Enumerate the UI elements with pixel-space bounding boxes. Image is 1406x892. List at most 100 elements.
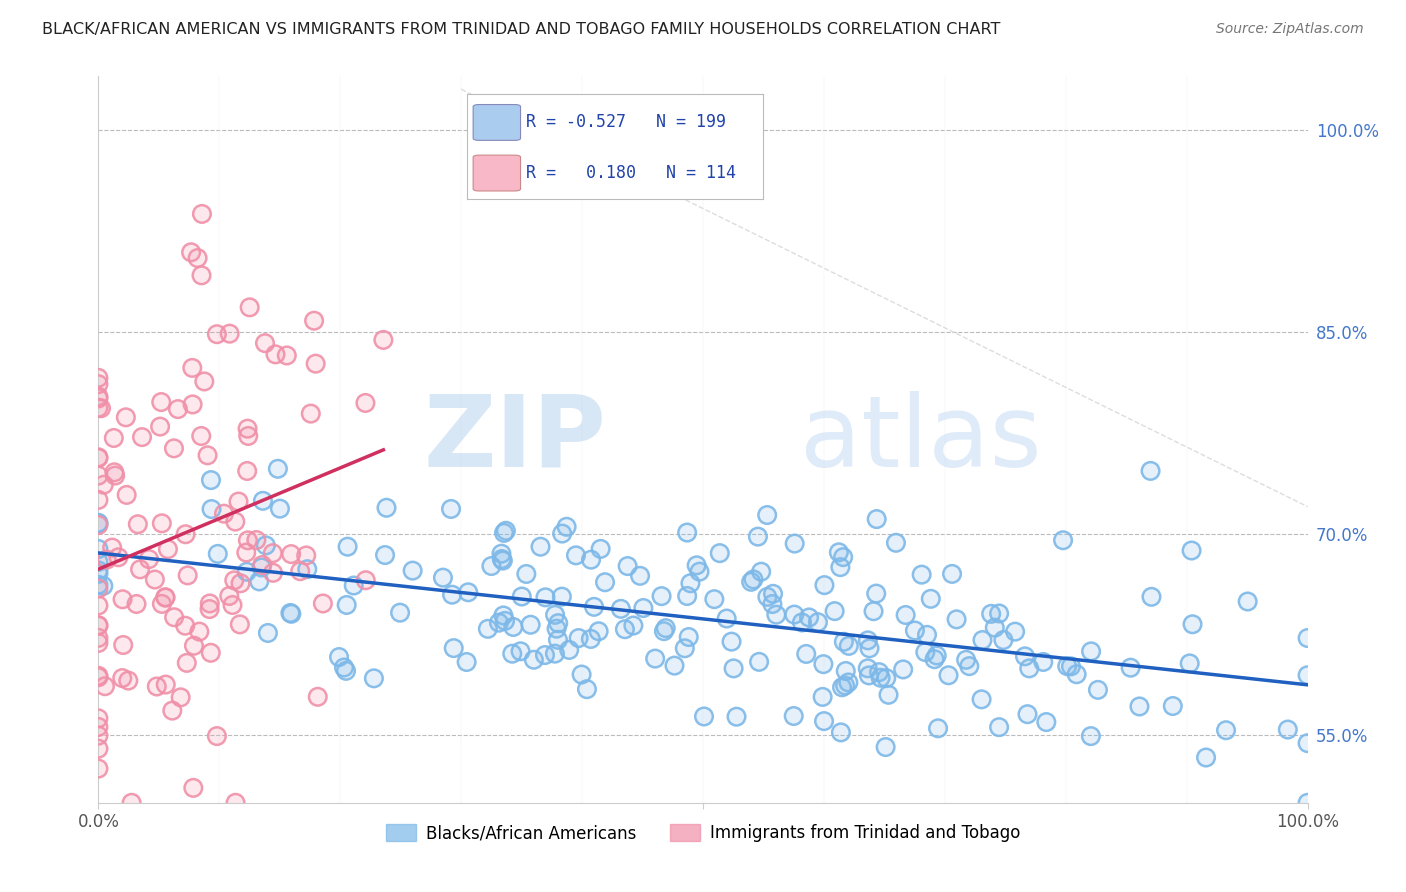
Point [610, 602, 633, 616]
Point [87, 636, 110, 650]
Point [150, 395, 173, 409]
Point [193, 375, 215, 389]
Point [492, 608, 515, 623]
Point [1018, 661, 1040, 675]
Point [519, 617, 541, 632]
Point [756, 508, 779, 522]
Point [945, 612, 967, 626]
Point [190, 268, 212, 283]
Point [111, 592, 134, 607]
Point [87, 542, 110, 557]
Point [299, 407, 322, 421]
Point [529, 540, 551, 554]
Point [87, 401, 110, 415]
Text: ZIP: ZIP [423, 391, 606, 488]
Point [111, 592, 134, 607]
Point [163, 442, 186, 456]
Point [238, 429, 260, 443]
Point [813, 714, 835, 728]
Point [832, 634, 855, 648]
Point [783, 709, 806, 723]
Point [790, 615, 813, 630]
Point [915, 628, 938, 642]
Point [832, 634, 855, 648]
Point [354, 396, 377, 410]
Point [87, 670, 110, 684]
Point [198, 597, 221, 611]
Point [651, 589, 673, 603]
Point [276, 348, 298, 362]
Point [117, 673, 139, 688]
Point [1032, 655, 1054, 669]
Point [589, 541, 612, 556]
Point [723, 661, 745, 675]
Point [797, 610, 820, 624]
Point [229, 576, 252, 591]
Point [664, 658, 686, 673]
Point [295, 549, 318, 563]
Point [1017, 707, 1039, 722]
Point [984, 621, 1007, 635]
Point [401, 564, 423, 578]
Point [441, 588, 464, 602]
Point [87, 371, 110, 385]
Point [302, 314, 325, 328]
Point [1140, 590, 1163, 604]
Point [229, 617, 252, 632]
Point [1017, 707, 1039, 722]
Point [155, 591, 177, 605]
Point [515, 566, 537, 581]
Point [235, 545, 257, 559]
Point [689, 565, 711, 579]
Point [87, 582, 110, 596]
Point [837, 675, 859, 690]
Point [333, 660, 356, 674]
Point [224, 515, 246, 529]
Point [492, 553, 515, 567]
Point [146, 680, 169, 694]
Point [834, 678, 856, 692]
Point [865, 586, 887, 600]
Point [87, 729, 110, 743]
Point [138, 552, 160, 566]
Point [492, 608, 515, 623]
Point [131, 430, 153, 444]
Point [633, 601, 655, 615]
Point [87, 670, 110, 684]
Point [742, 573, 765, 587]
Point [207, 547, 229, 561]
Point [280, 606, 302, 620]
Point [176, 568, 198, 582]
Point [121, 796, 143, 810]
Point [915, 628, 938, 642]
Point [112, 638, 135, 652]
Point [894, 607, 917, 622]
Point [495, 524, 517, 538]
Point [181, 397, 204, 411]
Point [343, 578, 366, 592]
Point [558, 643, 581, 657]
Point [1004, 624, 1026, 639]
Point [363, 671, 385, 685]
Point [87, 371, 110, 385]
Point [187, 251, 209, 265]
Point [129, 562, 152, 576]
Point [167, 402, 190, 417]
Point [740, 574, 762, 589]
Point [1296, 631, 1319, 645]
Point [546, 622, 568, 636]
Point [191, 207, 214, 221]
Point [207, 547, 229, 561]
Point [224, 515, 246, 529]
Point [174, 618, 197, 632]
Point [247, 574, 270, 589]
Point [742, 573, 765, 587]
Point [205, 327, 228, 342]
Point [1195, 750, 1218, 764]
Point [924, 652, 946, 666]
Point [856, 661, 879, 675]
Point [519, 617, 541, 632]
Point [501, 647, 523, 661]
Point [492, 525, 515, 540]
Point [546, 622, 568, 636]
